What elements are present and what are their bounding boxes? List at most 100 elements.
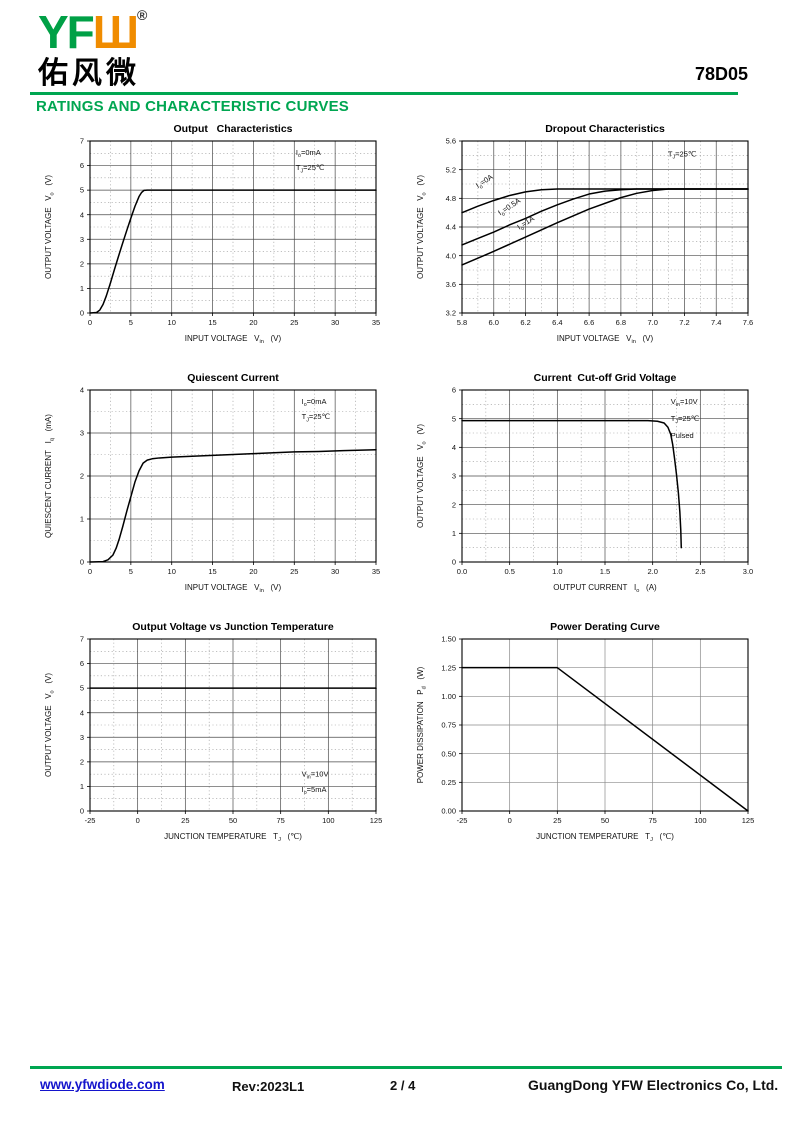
y-tick-label: 3.2 bbox=[446, 309, 456, 318]
x-axis-label: INPUT VOLTAGE Vin (V) bbox=[185, 334, 282, 345]
footer-divider bbox=[30, 1066, 782, 1069]
y-tick-label: 3 bbox=[80, 429, 84, 438]
x-tick-label: 50 bbox=[601, 816, 609, 825]
y-tick-label: 7 bbox=[80, 137, 84, 146]
page-indicator: 2 / 4 bbox=[390, 1078, 416, 1093]
y-tick-label: 0 bbox=[80, 309, 84, 318]
x-tick-label: 2.0 bbox=[647, 567, 657, 576]
x-tick-label: 35 bbox=[372, 567, 380, 576]
y-tick-label: 0 bbox=[80, 807, 84, 816]
x-tick-label: 2.5 bbox=[695, 567, 705, 576]
x-axis-label: JUNCTION TEMPERATURE TJ (℃) bbox=[164, 832, 302, 843]
y-tick-label: 1.00 bbox=[441, 692, 456, 701]
y-axis-label: QUIESCENT CURRENT Iq (mA) bbox=[44, 414, 55, 538]
x-tick-label: 15 bbox=[208, 567, 216, 576]
data-curve bbox=[89, 449, 377, 563]
x-tick-label: -25 bbox=[85, 816, 96, 825]
x-tick-label: 5 bbox=[129, 567, 133, 576]
condition-annotation: Vin=10V bbox=[671, 397, 698, 408]
y-tick-label: 5.6 bbox=[446, 137, 456, 146]
y-axis-label: OUTPUT VOLTAGE Vo (V) bbox=[44, 673, 55, 777]
section-title: RATINGS AND CHARACTERISTIC CURVES bbox=[36, 98, 350, 115]
chart-title: Output Voltage vs Junction Temperature bbox=[132, 621, 334, 633]
x-axis-label: JUNCTION TEMPERATURE TJ (℃) bbox=[536, 832, 674, 843]
x-tick-label: 10 bbox=[168, 318, 176, 327]
y-tick-label: 6 bbox=[80, 659, 84, 668]
y-tick-label: 0.25 bbox=[441, 778, 456, 787]
condition-annotation: Vin=10V bbox=[302, 770, 329, 781]
y-tick-label: 2 bbox=[80, 259, 84, 268]
x-tick-label: 3.0 bbox=[743, 567, 753, 576]
chart-title: Current Cut-off Grid Voltage bbox=[534, 372, 677, 384]
y-tick-label: 5 bbox=[452, 414, 456, 423]
y-tick-label: 4.4 bbox=[446, 223, 456, 232]
chart-output-characteristics: 0 5 10 15 20 25 30 35 0 1 2 3 4 5 6 7 Output Characteris… bbox=[28, 121, 400, 365]
y-tick-label: 6 bbox=[452, 386, 456, 395]
chart-output-voltage-vs-junction-temperature: -25 0 25 50 75 100 125 0 1 2 3 4 5 6 7 Output Voltage v… bbox=[28, 619, 400, 863]
chart-power-derating-curve: -25 0 25 50 75 100 125 0.00 0.25 0.50 0.75 1.00 1.25… bbox=[400, 619, 772, 863]
x-tick-label: 0 bbox=[88, 567, 92, 576]
logo-wordmark: YFШ® bbox=[38, 8, 147, 55]
y-axis-label: POWER DISSIPATION Pd (W) bbox=[416, 666, 427, 783]
x-tick-label: 25 bbox=[181, 816, 189, 825]
x-tick-label: 0.5 bbox=[504, 567, 514, 576]
chart-canvas: 0 5 10 15 20 25 30 35 0 1 2 3 4 Quiescent Current INPU… bbox=[44, 372, 380, 594]
y-tick-label: 1 bbox=[80, 284, 84, 293]
chart-canvas: 5.8 6.0 6.2 6.4 6.6 6.8 7.0 7.2 7.4 7.6 3.2 3.6 4.0 4… bbox=[416, 123, 753, 345]
y-tick-label: 4.0 bbox=[446, 251, 456, 260]
y-tick-label: 2 bbox=[452, 500, 456, 509]
x-tick-label: 35 bbox=[372, 318, 380, 327]
data-curve bbox=[461, 666, 749, 812]
x-tick-label: 5.8 bbox=[457, 318, 467, 327]
x-tick-label: 20 bbox=[249, 318, 257, 327]
curve-label: Io=1A bbox=[515, 214, 537, 233]
website-link[interactable]: www.yfwdiode.com bbox=[40, 1077, 165, 1092]
x-axis-label: OUTPUT CURRENT Io (A) bbox=[553, 583, 657, 594]
revision-label: Rev:2023L1 bbox=[232, 1079, 305, 1094]
chart-canvas: 0.0 0.5 1.0 1.5 2.0 2.5 3.0 0 1 2 3 4 5 6 Current Cut-… bbox=[416, 372, 753, 594]
x-tick-label: 25 bbox=[290, 318, 298, 327]
y-tick-label: 5 bbox=[80, 684, 84, 693]
condition-annotation: Io=0mA bbox=[296, 148, 321, 159]
x-tick-label: 7.4 bbox=[711, 318, 721, 327]
condition-annotation: TJ=25℃ bbox=[296, 163, 325, 174]
x-tick-label: 0.0 bbox=[457, 567, 467, 576]
x-tick-label: 7.6 bbox=[743, 318, 753, 327]
data-curve bbox=[461, 188, 749, 214]
condition-annotation: Io=5mA bbox=[302, 785, 327, 796]
charts-grid: 0 5 10 15 20 25 30 35 0 1 2 3 4 5 6 7 Output Characteris… bbox=[28, 121, 772, 863]
x-tick-label: 7.0 bbox=[647, 318, 657, 327]
x-tick-label: 0 bbox=[508, 816, 512, 825]
condition-annotation: TJ=25℃ bbox=[671, 414, 700, 425]
y-tick-label: 4 bbox=[80, 210, 84, 219]
logo-yf-text: YF bbox=[38, 6, 95, 58]
y-tick-label: 0 bbox=[80, 558, 84, 567]
x-tick-label: 50 bbox=[229, 816, 237, 825]
y-tick-label: 0 bbox=[452, 558, 456, 567]
y-tick-label: 2 bbox=[80, 757, 84, 766]
x-tick-label: 5 bbox=[129, 318, 133, 327]
y-tick-label: 0.00 bbox=[441, 807, 456, 816]
y-tick-label: 4 bbox=[80, 386, 84, 395]
x-tick-label: 6.6 bbox=[584, 318, 594, 327]
x-tick-label: 100 bbox=[322, 816, 335, 825]
x-tick-label: 25 bbox=[553, 816, 561, 825]
y-tick-label: 4.8 bbox=[446, 194, 456, 203]
curve-label: Io=0A bbox=[474, 172, 496, 191]
condition-annotation: TJ=25℃ bbox=[302, 412, 331, 423]
y-tick-label: 3.6 bbox=[446, 280, 456, 289]
x-axis-label: INPUT VOLTAGE Vin (V) bbox=[557, 334, 654, 345]
registered-trademark-icon: ® bbox=[137, 7, 148, 23]
chart-title: Dropout Characteristics bbox=[545, 123, 665, 135]
y-tick-label: 4 bbox=[452, 443, 456, 452]
x-axis-label: INPUT VOLTAGE Vin (V) bbox=[185, 583, 282, 594]
y-tick-label: 1.50 bbox=[441, 635, 456, 644]
y-tick-label: 4 bbox=[80, 708, 84, 717]
chart-canvas: -25 0 25 50 75 100 125 0.00 0.25 0.50 0.75 1.00 1.25… bbox=[416, 621, 755, 843]
y-axis-label: OUTPUT VOLTAGE Vo (V) bbox=[44, 175, 55, 279]
x-tick-label: 125 bbox=[742, 816, 755, 825]
x-tick-label: 6.2 bbox=[520, 318, 530, 327]
chart-dropout-characteristics: 5.8 6.0 6.2 6.4 6.6 6.8 7.0 7.2 7.4 7.6 3.2 3.6 4.0 4… bbox=[400, 121, 772, 365]
data-curve bbox=[461, 188, 749, 246]
